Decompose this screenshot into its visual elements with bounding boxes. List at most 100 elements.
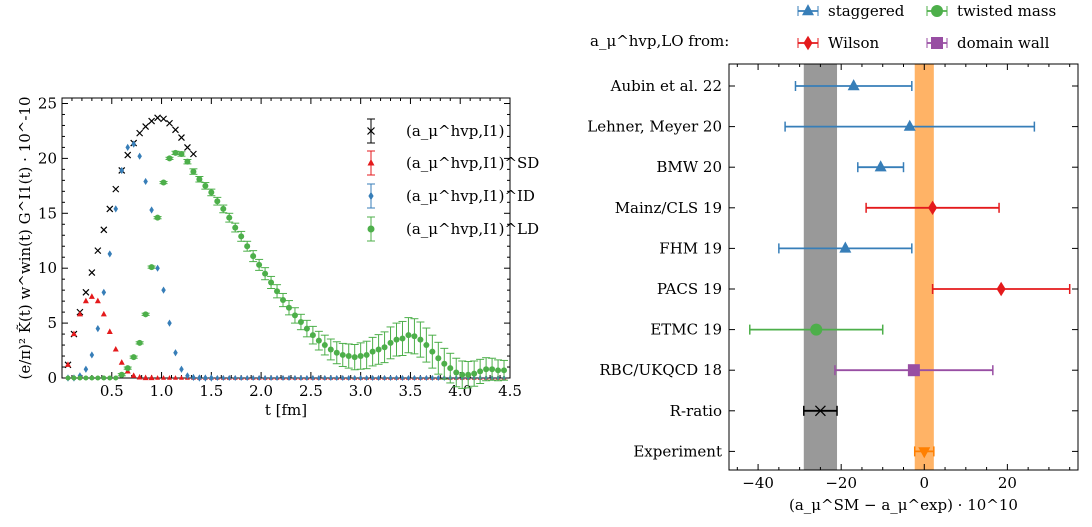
data-point <box>130 354 137 361</box>
data-point <box>184 143 191 151</box>
data-point <box>400 375 405 381</box>
row-4 <box>778 241 913 254</box>
legend-item-2: Wilson <box>797 34 879 52</box>
data-point <box>250 253 257 260</box>
series-3 <box>65 149 509 389</box>
data-point <box>119 166 124 175</box>
data-point <box>130 372 137 378</box>
data-point <box>309 332 316 339</box>
data-point <box>161 286 166 294</box>
legend-marker <box>367 225 375 233</box>
data-point <box>172 375 178 380</box>
data-point <box>381 344 388 351</box>
data-point <box>100 310 107 317</box>
data-point <box>839 241 852 253</box>
data-point <box>112 185 120 193</box>
row-8 <box>803 405 838 417</box>
data-point <box>345 353 352 360</box>
row-label: RBC/UKQCD 18 <box>599 361 722 379</box>
data-point <box>232 224 239 231</box>
data-point <box>148 117 156 125</box>
data-point <box>358 375 363 381</box>
data-point <box>393 336 400 343</box>
data-point <box>179 365 184 373</box>
data-point <box>167 375 173 380</box>
data-point <box>257 375 261 381</box>
row-label: ETMC 19 <box>650 321 722 339</box>
data-point <box>89 351 95 359</box>
data-point <box>64 361 71 367</box>
legend-item-1: (a_μ^hvp,I1)^SD <box>367 150 539 176</box>
data-point <box>363 351 370 358</box>
band-1 <box>914 64 934 470</box>
data-point <box>142 311 149 318</box>
row-label: Mainz/CLS 19 <box>615 199 722 217</box>
row-label: Aubin et al. 22 <box>610 77 722 95</box>
data-point <box>287 375 291 381</box>
data-point <box>245 375 250 381</box>
legend-label: (a_μ^hvp,I1)^SD <box>406 154 539 172</box>
data-point <box>88 269 96 277</box>
data-point <box>154 114 161 122</box>
data-point <box>148 264 155 271</box>
right-plot-frame <box>728 63 1079 471</box>
data-point <box>375 346 382 353</box>
data-point <box>405 332 412 339</box>
data-point <box>483 366 490 373</box>
row-label: FHM 19 <box>659 239 722 257</box>
data-point <box>814 405 826 417</box>
data-point <box>142 123 150 130</box>
data-point <box>376 375 381 381</box>
data-point <box>334 375 339 381</box>
data-point <box>209 374 214 382</box>
row-7 <box>834 364 994 377</box>
data-point <box>160 179 167 186</box>
data-point <box>77 375 83 381</box>
data-point <box>357 353 364 360</box>
legend-item-3: domain wall <box>926 34 1050 52</box>
x-tick-label: 1.5 <box>199 382 223 400</box>
x-tick-label: 1.0 <box>150 382 174 400</box>
data-point <box>82 297 89 304</box>
data-point <box>71 375 77 381</box>
data-point <box>189 150 197 158</box>
band-0 <box>803 64 838 470</box>
data-point <box>352 375 357 381</box>
data-point <box>178 134 185 141</box>
data-point <box>191 373 196 382</box>
x-tick-label: −40 <box>742 474 774 492</box>
data-point <box>274 288 281 295</box>
data-point <box>160 115 167 123</box>
data-point <box>441 360 448 367</box>
data-point <box>148 374 155 381</box>
data-point <box>305 375 309 381</box>
x-tick-label: 0 <box>920 474 930 492</box>
data-point <box>299 375 303 381</box>
data-point <box>202 182 209 189</box>
data-point <box>101 288 107 296</box>
data-point <box>262 270 269 277</box>
data-point <box>297 319 304 325</box>
data-point <box>339 351 346 358</box>
data-point <box>136 129 144 137</box>
legend-label: domain wall <box>957 34 1050 52</box>
data-point <box>406 375 411 381</box>
row-label: BMW 20 <box>656 158 722 176</box>
data-point <box>477 368 484 375</box>
data-point <box>137 152 142 160</box>
legend-item-0: (a_μ^hvp,I1) <box>367 118 504 144</box>
data-point <box>423 342 430 349</box>
data-point <box>197 374 202 382</box>
data-point <box>429 348 436 355</box>
left-plot-frame <box>61 97 511 379</box>
data-point <box>293 375 297 381</box>
data-point <box>118 359 125 365</box>
data-point <box>125 143 130 152</box>
legend-marker <box>803 35 813 51</box>
data-point <box>167 319 172 327</box>
data-point <box>106 328 113 334</box>
data-point <box>238 233 245 240</box>
legend-marker <box>367 127 375 135</box>
data-point <box>94 297 101 304</box>
